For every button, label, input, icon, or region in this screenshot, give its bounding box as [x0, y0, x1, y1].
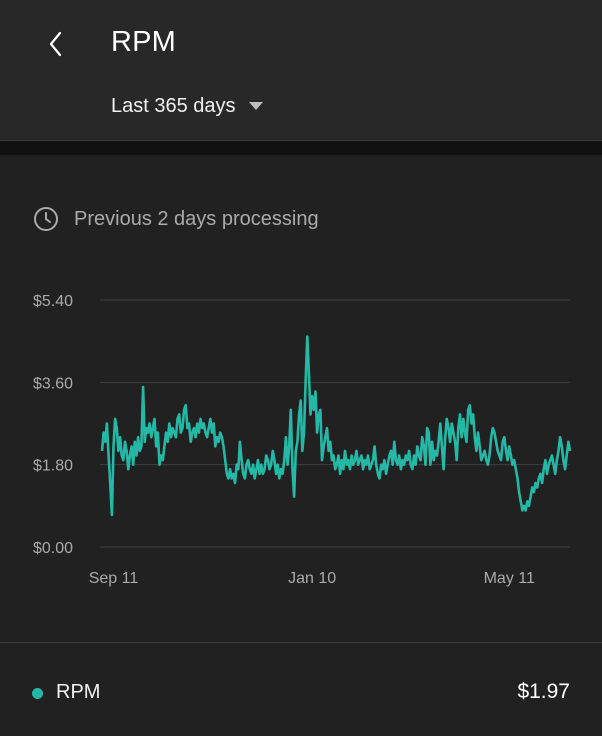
y-tick-label: $0.00	[33, 540, 73, 557]
section-divider	[0, 141, 602, 155]
x-tick-label: Jan 10	[288, 570, 336, 587]
processing-text: Previous 2 days processing	[74, 207, 319, 230]
legend-label: RPM	[56, 681, 101, 703]
clock-icon	[34, 207, 58, 231]
legend-value: $1.97	[517, 680, 570, 703]
series-line-rpm	[100, 335, 572, 517]
legend-row	[0, 643, 602, 736]
y-tick-label: $1.80	[33, 458, 73, 475]
footer-divider	[0, 642, 602, 643]
y-tick-label: $5.40	[33, 293, 73, 310]
back-button[interactable]	[34, 24, 78, 64]
date-range-dropdown[interactable]: Last 365 days	[111, 92, 264, 120]
caret-down-icon	[248, 102, 263, 110]
chart-card	[0, 155, 602, 643]
x-tick-label: Sep 11	[89, 570, 139, 587]
y-tick-label: $3.60	[33, 375, 73, 392]
legend-dot	[32, 688, 43, 699]
x-tick-label: May 11	[484, 570, 535, 587]
page-title: RPM	[111, 26, 177, 58]
chevron-left-icon	[49, 31, 62, 57]
processing-notice: Previous 2 days processing	[33, 205, 319, 233]
app-header: RPM Last 365 days	[0, 0, 602, 141]
date-range-label: Last 365 days	[111, 94, 236, 117]
